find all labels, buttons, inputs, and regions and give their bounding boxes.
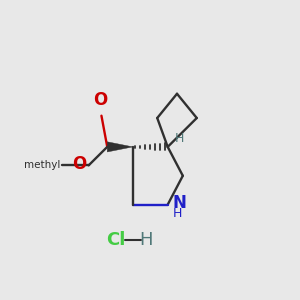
Text: methyl: methyl <box>24 160 60 170</box>
Text: Cl: Cl <box>106 231 125 249</box>
Text: H: H <box>175 132 184 145</box>
Text: N: N <box>173 194 187 212</box>
Text: H: H <box>139 231 152 249</box>
Text: O: O <box>72 155 86 173</box>
Polygon shape <box>107 142 133 152</box>
Text: H: H <box>173 207 182 220</box>
Text: O: O <box>93 91 107 109</box>
